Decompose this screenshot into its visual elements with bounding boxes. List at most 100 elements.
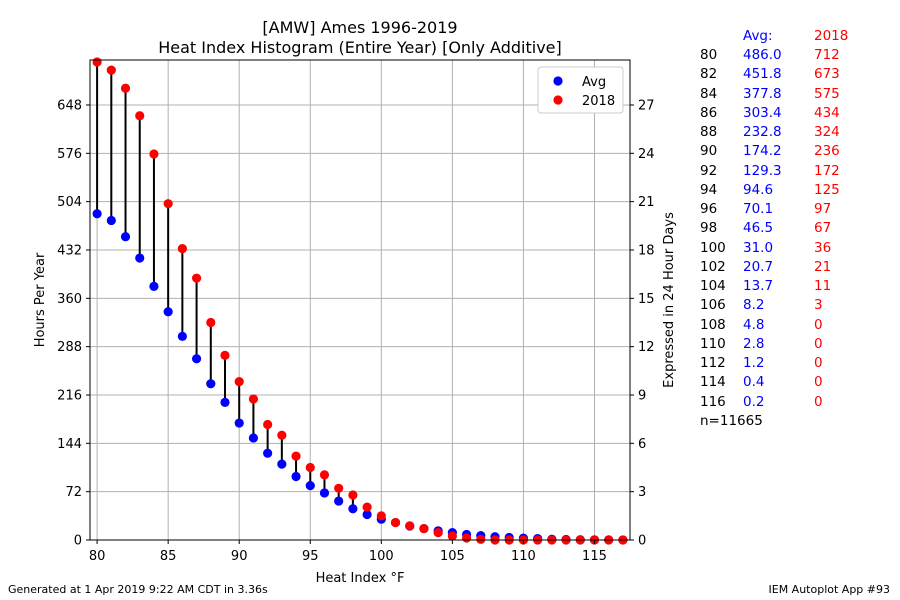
table-avg-value: 303.4 xyxy=(743,104,782,121)
table-avg-value: 232.8 xyxy=(743,124,782,140)
table-temp: 108 xyxy=(700,316,726,333)
table-temp: 94 xyxy=(700,181,718,198)
x-tick-label: 100 xyxy=(369,549,394,564)
x-tick-label: 90 xyxy=(231,549,248,564)
x-tick-label: 95 xyxy=(302,549,319,564)
avg-point xyxy=(120,232,131,242)
year-point xyxy=(163,199,173,209)
table-year-value: 0 xyxy=(814,355,823,371)
x-tick-label: 110 xyxy=(511,549,536,564)
table-temp: 102 xyxy=(700,258,726,275)
year-point xyxy=(433,528,443,538)
y-right-tick-label: 3 xyxy=(638,485,646,500)
avg-point xyxy=(177,331,187,341)
table-temp: 100 xyxy=(700,239,726,256)
table-temp: 112 xyxy=(700,355,726,371)
avg-point xyxy=(348,504,358,514)
y-tick-label: 216 xyxy=(57,388,82,403)
avg-point xyxy=(319,488,330,498)
legend-year-label: 2018 xyxy=(582,94,615,109)
year-point xyxy=(461,533,472,543)
avg-point xyxy=(234,418,244,428)
legend-avg-label: Avg xyxy=(582,75,606,90)
year-point xyxy=(234,376,244,387)
table-year-value: 21 xyxy=(814,258,832,275)
x-tick-label: 80 xyxy=(89,549,106,564)
year-point xyxy=(248,394,259,404)
x-tick-label: 105 xyxy=(440,549,465,564)
year-point xyxy=(405,521,415,531)
year-point xyxy=(191,273,202,283)
table-temp: 106 xyxy=(700,297,726,314)
avg-point xyxy=(248,433,259,443)
table-temp: 86 xyxy=(700,104,718,121)
y-tick-label: 360 xyxy=(57,292,82,307)
y-right-axis-label: Expressed in 24 Hour Days xyxy=(662,212,677,388)
table-avg-value: 20.7 xyxy=(743,258,774,275)
year-point xyxy=(348,490,358,500)
table-header-avg: Avg: xyxy=(743,28,773,44)
table-temp: 114 xyxy=(700,374,726,391)
y-right-tick-label: 0 xyxy=(638,534,646,549)
table-year-value: 172 xyxy=(814,162,840,179)
plot-frame xyxy=(89,59,631,541)
y-tick-label: 0 xyxy=(74,534,82,549)
table-avg-value: 486.0 xyxy=(743,47,782,63)
table-avg-value: 46.5 xyxy=(743,220,774,237)
table-year-value: 324 xyxy=(814,124,840,140)
year-point xyxy=(220,350,230,360)
table-avg-value: 377.8 xyxy=(743,85,782,102)
y-right-tick-label: 15 xyxy=(638,292,655,307)
table-year-value: 712 xyxy=(814,47,840,63)
year-point xyxy=(106,65,116,75)
avg-point xyxy=(135,253,145,263)
table-year-value: 97 xyxy=(814,201,832,217)
table-year-value: 0 xyxy=(814,393,823,410)
y-axis-label: Hours Per Year xyxy=(33,252,48,347)
x-tick-label: 85 xyxy=(160,549,177,564)
avg-point xyxy=(106,215,116,226)
year-point xyxy=(419,523,429,534)
x-tick-label: 115 xyxy=(582,549,607,564)
table-year-value: 67 xyxy=(814,220,832,237)
table-avg-value: 4.8 xyxy=(743,316,765,333)
year-point xyxy=(291,451,301,461)
y-tick-label: 72 xyxy=(65,485,82,500)
table-year-value: 0 xyxy=(814,374,823,391)
avg-point xyxy=(362,509,372,520)
table-year-value: 11 xyxy=(814,278,832,294)
table-temp: 98 xyxy=(700,220,718,237)
table-header-year: 2018 xyxy=(814,28,849,44)
y-right-tick-label: 21 xyxy=(638,195,655,210)
table-count: n=11665 xyxy=(700,412,763,429)
table-avg-value: 129.3 xyxy=(743,162,782,179)
avg-point xyxy=(149,281,159,291)
chart-title: [AMW] Ames 1996-2019 xyxy=(262,18,458,37)
year-point xyxy=(376,511,386,521)
year-point xyxy=(390,517,401,528)
y-tick-label: 432 xyxy=(57,243,82,258)
table-avg-value: 0.4 xyxy=(743,374,765,391)
table-avg-value: 8.2 xyxy=(743,297,765,314)
y-right-tick-label: 9 xyxy=(638,388,646,403)
y-tick-label: 648 xyxy=(57,98,82,113)
table-year-value: 3 xyxy=(814,297,823,314)
table-temp: 104 xyxy=(700,278,726,294)
table-year-value: 0 xyxy=(814,316,823,333)
year-point xyxy=(334,483,344,493)
year-point xyxy=(319,470,330,480)
footer-generated: Generated at 1 Apr 2019 9:22 AM CDT in 3… xyxy=(8,583,268,596)
x-axis-label: Heat Index °F xyxy=(316,571,405,586)
table-year-value: 673 xyxy=(814,66,840,83)
year-point xyxy=(263,419,273,430)
year-point xyxy=(362,502,372,512)
chart-subtitle: Heat Index Histogram (Entire Year) [Only… xyxy=(158,38,562,57)
year-point xyxy=(135,111,145,121)
table-temp: 84 xyxy=(700,85,718,102)
legend-year-marker xyxy=(553,95,563,105)
y-right-tick-label: 6 xyxy=(638,437,646,452)
table-avg-value: 31.0 xyxy=(743,239,774,256)
table-temp: 116 xyxy=(700,393,726,410)
y-tick-label: 576 xyxy=(57,147,82,162)
